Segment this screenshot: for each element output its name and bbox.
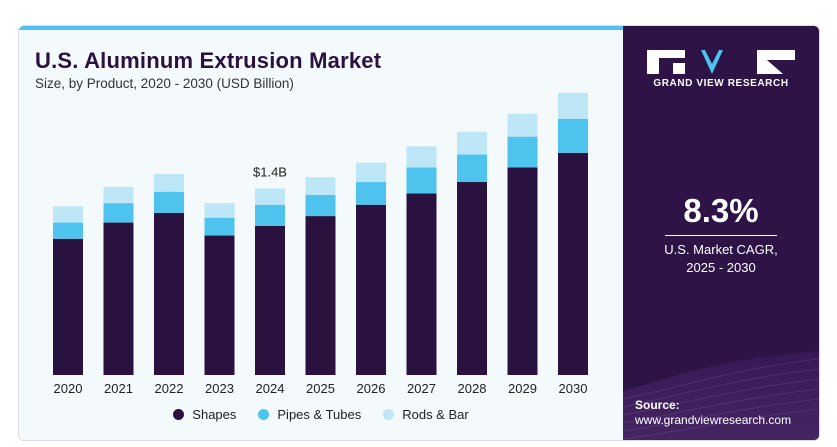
bar-chart: 2020 2021 2022 2023 2024 $1.4B 2025 2026 2027 202… bbox=[53, 92, 588, 396]
cagr-label-line1: U.S. Market CAGR, bbox=[664, 242, 778, 257]
bar-2030-pipes-tubes bbox=[558, 118, 588, 153]
x-tick-label-2028: 2028 bbox=[458, 381, 487, 396]
bar-2028-pipes-tubes bbox=[457, 154, 487, 183]
cagr-divider bbox=[665, 235, 777, 236]
bar-2020-shapes bbox=[53, 238, 83, 375]
legend-item-pipes-tubes: Pipes & Tubes bbox=[258, 407, 361, 422]
x-tick-label-2026: 2026 bbox=[357, 381, 386, 396]
bar-2020-rods-bar bbox=[53, 206, 83, 223]
bar-2022-pipes-tubes bbox=[154, 191, 184, 213]
cagr-label-line2: 2025 - 2030 bbox=[686, 260, 756, 275]
accent-bar bbox=[19, 26, 623, 30]
bar-2022-shapes bbox=[154, 212, 184, 375]
data-label-2024: $1.4B bbox=[253, 165, 287, 180]
legend-label-rods-bar: Rods & Bar bbox=[402, 407, 469, 422]
x-tick-label-2024: 2024 bbox=[256, 381, 285, 396]
bar-2024-rods-bar bbox=[255, 188, 285, 205]
source-label: Source: bbox=[635, 398, 680, 412]
brand-logo: GRAND VIEW RESEARCH bbox=[647, 50, 795, 89]
bar-2025-shapes bbox=[305, 216, 336, 375]
bar-2024-shapes bbox=[255, 225, 285, 375]
bar-2025-rods-bar bbox=[305, 177, 336, 195]
bar-2020-pipes-tubes bbox=[53, 222, 83, 239]
bar-2030-shapes bbox=[558, 152, 588, 375]
bar-2021-rods-bar bbox=[103, 186, 134, 204]
x-tick-label-2020: 2020 bbox=[54, 381, 83, 396]
legend-swatch-pipes-tubes bbox=[258, 409, 270, 420]
bar-2029-shapes bbox=[507, 167, 538, 375]
bar-2026-pipes-tubes bbox=[356, 182, 386, 205]
bar-2022-rods-bar bbox=[154, 173, 184, 192]
bar-2027-pipes-tubes bbox=[406, 167, 437, 194]
legend-label-pipes-tubes: Pipes & Tubes bbox=[277, 407, 362, 422]
x-tick-label-2021: 2021 bbox=[104, 381, 133, 396]
bar-2021-shapes bbox=[103, 222, 134, 375]
bar-2029-rods-bar bbox=[507, 113, 538, 137]
grand-view-research-logo-icon bbox=[647, 50, 795, 74]
bar-2028-rods-bar bbox=[457, 131, 487, 155]
x-tick-label-2022: 2022 bbox=[155, 381, 184, 396]
cagr-label: U.S. Market CAGR, 2025 - 2030 bbox=[623, 241, 819, 277]
bar-2028-shapes bbox=[457, 182, 487, 375]
bar-2029-pipes-tubes bbox=[507, 136, 538, 168]
bar-2021-pipes-tubes bbox=[103, 203, 134, 223]
decorative-wave-pattern bbox=[623, 351, 819, 440]
sidebar-panel: GRAND VIEW RESEARCH 8.3% U.S. Market CAG… bbox=[623, 26, 819, 440]
chart-title: U.S. Aluminum Extrusion Market bbox=[35, 48, 382, 73]
x-tick-label-2023: 2023 bbox=[205, 381, 234, 396]
bar-2023-shapes bbox=[204, 235, 235, 375]
bar-2026-rods-bar bbox=[356, 162, 386, 183]
x-tick-label-2030: 2030 bbox=[559, 381, 588, 396]
x-tick-label-2027: 2027 bbox=[407, 381, 436, 396]
brand-name: GRAND VIEW RESEARCH bbox=[653, 78, 789, 89]
bar-2023-pipes-tubes bbox=[204, 217, 235, 236]
bar-2026-shapes bbox=[356, 204, 386, 375]
source-block: Source: www.grandviewresearch.com bbox=[635, 398, 791, 428]
bar-2025-pipes-tubes bbox=[305, 195, 336, 217]
bar-2023-rods-bar bbox=[204, 203, 235, 218]
bar-2027-shapes bbox=[406, 193, 437, 375]
x-tick-label-2025: 2025 bbox=[306, 381, 335, 396]
legend-item-shapes: Shapes bbox=[173, 407, 236, 422]
legend-item-rods-bar: Rods & Bar bbox=[383, 407, 469, 422]
legend-swatch-rods-bar bbox=[383, 409, 395, 420]
chart-subtitle: Size, by Product, 2020 - 2030 (USD Billi… bbox=[35, 76, 294, 91]
legend-label-shapes: Shapes bbox=[192, 407, 237, 422]
chart-legend: Shapes Pipes & Tubes Rods & Bar bbox=[19, 407, 623, 422]
infographic-card: 2020 2021 2022 2023 2024 $1.4B 2025 2026 2027 202… bbox=[18, 25, 820, 441]
legend-swatch-shapes bbox=[173, 409, 185, 420]
bar-2027-rods-bar bbox=[406, 146, 437, 168]
source-url: www.grandviewresearch.com bbox=[635, 413, 792, 427]
cagr-value: 8.3% bbox=[683, 192, 759, 229]
bar-2030-rods-bar bbox=[558, 92, 588, 119]
chart-panel: 2020 2021 2022 2023 2024 $1.4B 2025 2026 2027 202… bbox=[19, 30, 623, 440]
bar-2024-pipes-tubes bbox=[255, 204, 285, 226]
x-tick-label-2029: 2029 bbox=[508, 381, 537, 396]
